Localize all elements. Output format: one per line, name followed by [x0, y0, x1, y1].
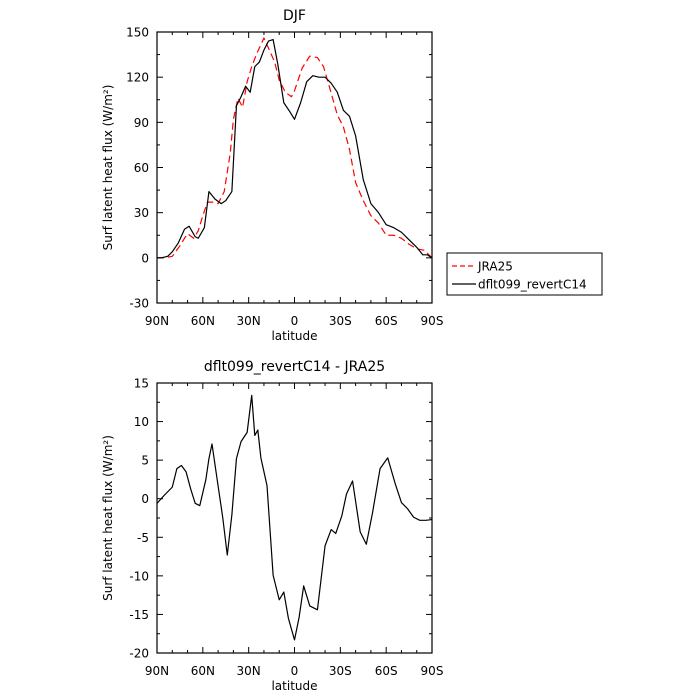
chart-0-x-tick-label: 90S [421, 314, 444, 328]
chart-0-y-tick-label: -30 [129, 297, 149, 311]
chart-0-y-tick-label: 150 [126, 26, 149, 40]
chart-1-x-tick-label: 0 [291, 664, 299, 678]
chart-0-y-tick-label: 30 [134, 206, 149, 220]
chart-1-x-tick-label: 90S [421, 664, 444, 678]
chart-0-x-tick-label: 30N [237, 314, 261, 328]
chart-1-series-line-difference [156, 394, 433, 641]
chart-0-x-tick-label: 0 [291, 314, 299, 328]
chart-0-y-tick-label: 0 [141, 251, 149, 265]
chart-1-y-tick-label: 15 [134, 377, 149, 391]
chart-1-y-tick-label: -20 [129, 647, 149, 661]
chart-1-x-tick-label: 60S [375, 664, 398, 678]
chart-0-y-tick-label: 90 [134, 116, 149, 130]
chart-1-x-tick-label: 90N [145, 664, 169, 678]
chart-1-y-tick-label: -5 [137, 531, 149, 545]
chart-0-x-tick-label: 30S [329, 314, 352, 328]
top-chart-djf: 90N 60N 30N 0 30S 60S 90S -30 0 30 60 90 120 150 DJF la… [101, 8, 443, 343]
legend: JRA25 dflt099_revertC14 [446, 252, 603, 296]
chart-1-x-tick-label: 30N [237, 664, 261, 678]
chart-1-y-axis-label: Surf latent heat flux (W/m²) [101, 435, 115, 601]
chart-0-y-tick-label: 60 [134, 161, 149, 175]
bottom-chart-difference: 90N 60N 30N 0 30S 60S 90S -20 -15 -10 -5 0 5 10 15 dflt… [101, 359, 443, 693]
chart-1-y-tick-label: 0 [141, 492, 149, 506]
chart-0-series-line-dflt099-revertc14 [157, 38, 433, 259]
chart-1-y-tick-label: 10 [134, 415, 149, 429]
chart-1-y-tick-label: 5 [141, 454, 149, 468]
legend-label-jra25: JRA25 [477, 260, 513, 274]
legend-label-dflt099-revertc14: dflt099_revertC14 [478, 278, 587, 292]
chart-0-x-tick-label: 60S [375, 314, 398, 328]
chart-0-title: DJF [283, 8, 306, 24]
chart-1-y-tick-label: -15 [129, 608, 149, 622]
chart-0-y-axis-label: Surf latent heat flux (W/m²) [101, 85, 115, 251]
chart-0-series-line-jra25 [157, 37, 433, 259]
chart-0-x-tick-label: 90N [145, 314, 169, 328]
chart-1-x-tick-label: 60N [191, 664, 215, 678]
chart-0-x-tick-label: 60N [191, 314, 215, 328]
chart-1-x-tick-label: 30S [329, 664, 352, 678]
legend-box [446, 252, 603, 296]
chart-1-x-axis-label: latitude [271, 679, 317, 693]
chart-1-plot-frame [156, 382, 433, 654]
chart-0-plot-frame [156, 31, 433, 304]
chart-0-y-tick-label: 120 [126, 71, 149, 85]
chart-1-y-tick-label: -10 [129, 569, 149, 583]
chart-1-title: dflt099_revertC14 - JRA25 [204, 359, 385, 375]
chart-0-x-axis-label: latitude [271, 329, 317, 343]
